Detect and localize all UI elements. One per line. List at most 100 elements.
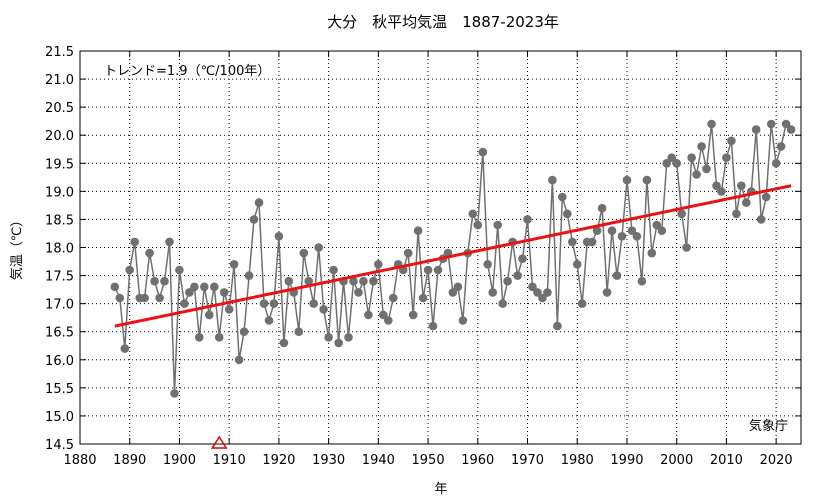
data-point <box>229 260 239 269</box>
data-point <box>453 282 463 292</box>
data-point <box>120 344 130 353</box>
data-point <box>369 276 378 286</box>
marker-triangle-icon <box>210 435 228 449</box>
data-point <box>771 159 781 168</box>
x-axis-title: 年 <box>434 482 447 497</box>
data-point <box>607 226 617 235</box>
data-point <box>180 299 189 308</box>
y-tick-label: 15.5 <box>45 382 74 397</box>
data-point <box>617 232 627 241</box>
x-tick-labels: 1880 1890 1900 1910 1920 1930 1940 1950 1960 1970… <box>63 453 792 468</box>
plot-frame <box>79 50 802 445</box>
x-tick-label: 1960 <box>461 453 494 468</box>
data-point <box>558 192 567 202</box>
data-point <box>637 276 647 286</box>
data-point <box>657 226 667 235</box>
data-point <box>110 282 120 292</box>
data-point <box>503 276 512 286</box>
data-point <box>418 293 428 303</box>
data-point <box>304 276 314 286</box>
data-point <box>428 321 438 331</box>
data-point <box>682 243 691 252</box>
data-point <box>538 293 547 303</box>
data-point <box>568 237 577 247</box>
y-tick-label: 17.0 <box>45 298 74 313</box>
data-point <box>115 293 125 303</box>
y-tick-label: 18.0 <box>45 242 74 257</box>
data-point <box>274 232 284 241</box>
data-point <box>647 248 657 258</box>
data-point <box>210 282 219 292</box>
data-point <box>553 321 562 331</box>
data-point <box>572 260 582 269</box>
data-point <box>756 215 766 224</box>
data-point <box>130 237 139 247</box>
data-point <box>473 220 483 230</box>
data-point <box>528 282 537 292</box>
data-point <box>448 288 458 297</box>
trend-line <box>114 184 792 328</box>
series-line <box>114 122 792 394</box>
data-point <box>254 198 264 207</box>
data-point <box>234 355 244 365</box>
x-tick-label: 2010 <box>710 453 743 468</box>
x-tick-label: 1940 <box>362 453 395 468</box>
chart-title: 大分 秋平均気温 1887-2023年 <box>327 13 559 31</box>
data-point <box>359 276 368 286</box>
y-tick-label: 20.5 <box>45 101 74 116</box>
data-point <box>125 265 134 275</box>
data-point <box>488 288 498 297</box>
y-tick-label: 21.5 <box>45 45 74 60</box>
data-point <box>433 265 443 275</box>
data-point <box>577 299 587 308</box>
data-point <box>622 175 632 185</box>
data-point <box>602 288 612 297</box>
data-point <box>766 119 776 129</box>
data-point <box>408 310 418 320</box>
x-tick-label: 1890 <box>113 453 146 468</box>
data-point <box>513 271 522 280</box>
data-point <box>160 276 169 286</box>
data-point <box>717 187 726 196</box>
data-point <box>652 220 662 230</box>
data-point <box>707 119 716 129</box>
data-point <box>468 209 478 219</box>
grid <box>80 51 801 444</box>
y-tick-label: 17.5 <box>45 270 74 285</box>
y-axis-title: 気温（℃） <box>9 214 25 281</box>
data-point <box>195 333 204 342</box>
data-point <box>374 260 383 269</box>
data-point <box>692 170 701 179</box>
data-point <box>478 147 488 157</box>
data-point <box>667 153 676 162</box>
data-point <box>543 288 552 297</box>
x-tick-label: 1920 <box>262 453 295 468</box>
data-point <box>742 198 751 207</box>
data-point <box>727 136 736 146</box>
data-point <box>697 142 706 151</box>
data-point <box>627 226 637 235</box>
data-point <box>403 248 413 258</box>
data-point <box>299 248 309 258</box>
data-point <box>264 316 274 325</box>
data-point <box>781 119 791 129</box>
data-point <box>309 299 319 308</box>
y-tick-labels: 14.5 15.0 15.5 16.0 16.5 17.0 17.5 18.0 18.5 19.0… <box>45 45 74 453</box>
data-point <box>523 215 532 224</box>
data-point <box>389 293 398 303</box>
data-point <box>563 209 572 219</box>
data-point <box>587 237 597 247</box>
data-point <box>334 338 343 348</box>
x-tick-label: 1930 <box>312 453 345 468</box>
y-tick-label: 16.0 <box>45 354 74 369</box>
data-point <box>190 282 199 292</box>
data-point <box>279 338 289 348</box>
x-tick-label: 1880 <box>63 453 96 468</box>
data-point <box>687 153 696 162</box>
data-point <box>737 181 746 190</box>
data-point <box>344 333 353 342</box>
data-point <box>592 226 602 235</box>
x-tick-label: 1980 <box>561 453 594 468</box>
data-point <box>165 237 174 247</box>
